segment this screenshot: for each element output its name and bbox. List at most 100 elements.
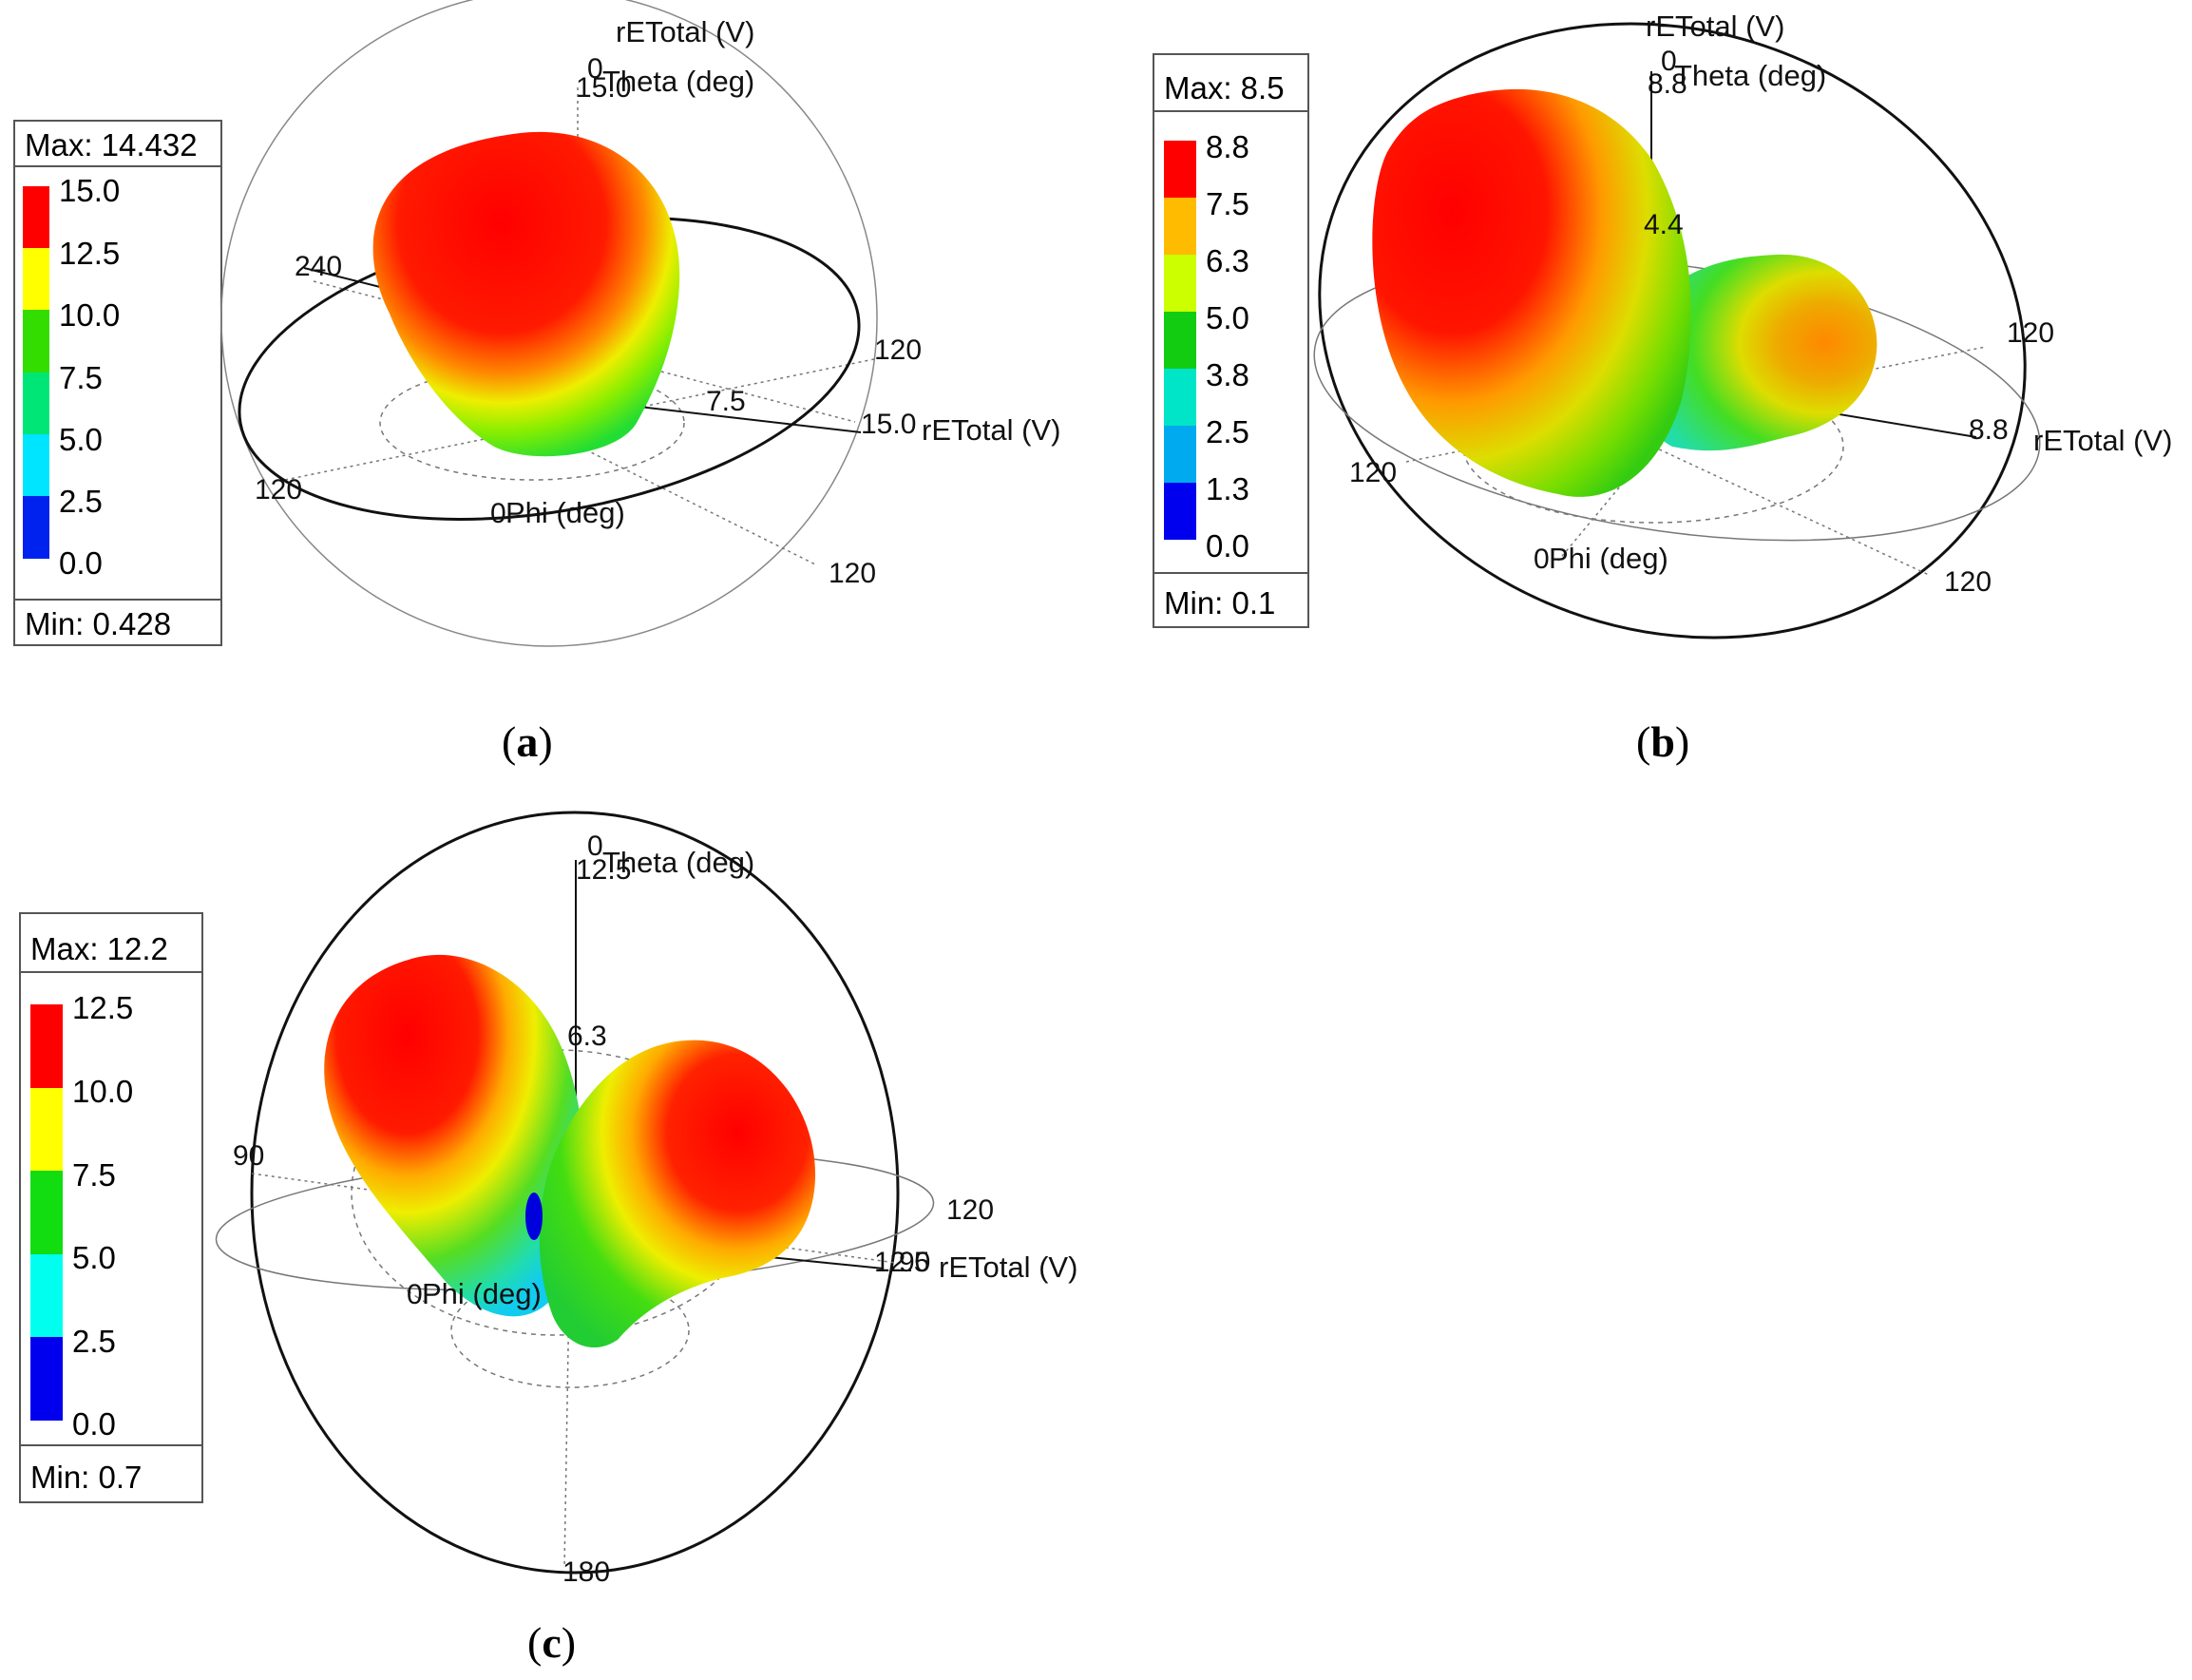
phi-zero-a: 0 (490, 498, 506, 529)
legend-c-max-box: Max: 12.2 (19, 912, 203, 973)
legend-c-tick-4: 2.5 (72, 1324, 116, 1359)
legend-b-tick-3: 5.0 (1206, 300, 1249, 335)
radial-title-a: rETotal (V) (922, 413, 1060, 447)
caption-c: (c) (527, 1621, 576, 1665)
radiation-lobe-b-left (1372, 88, 1691, 497)
radiation-lobe-a (372, 131, 680, 457)
tick-120-left-b: 120 (1349, 457, 1397, 488)
phi-zero-b: 0 (1534, 544, 1550, 575)
caption-b-open: ( (1636, 717, 1651, 766)
legend-a-swatch-2 (23, 310, 49, 372)
radiation-lobe-c-right (539, 1040, 816, 1348)
legend-a-scale-box: 15.0 12.5 10.0 7.5 5.0 2.5 0.0 (13, 165, 222, 601)
equator-ring-b (1313, 257, 2041, 542)
caption-b: (b) (1636, 720, 1689, 764)
legend-b: Max: 8.5 8.8 7.5 6.3 5.0 3.8 2.5 1.3 0.0… (1153, 53, 1309, 628)
tick-90-c: 90 (233, 1140, 264, 1172)
legend-c-swatch-4 (30, 1337, 63, 1421)
radiation-plot-a: rETotal (V) 0 15.0 Theta (deg) 240 120 7… (220, 0, 1060, 647)
legend-b-tick-0: 8.8 (1206, 129, 1249, 164)
legend-c-tick-5: 0.0 (72, 1406, 116, 1441)
legend-b-max: Max: 8.5 (1164, 70, 1285, 105)
radiation-plot-b: rETotal (V) 0 8.8 Theta (deg) 4.4 120 8.… (1313, 10, 2172, 640)
tick-180-c: 180 (562, 1556, 610, 1588)
radial-mid-a: 7.5 (706, 386, 746, 417)
phi-label-b: Phi (deg) (1549, 542, 1668, 575)
radial-overlap-c: 90 (899, 1247, 930, 1278)
sphere-outline-b (1318, 22, 2027, 640)
legend-b-swatch-2 (1164, 255, 1196, 312)
legend-a: Max: 14.432 15.0 12.5 10.0 7.5 5.0 2.5 0… (13, 120, 222, 646)
legend-a-tick-4: 5.0 (59, 422, 103, 457)
axis-line-b3 (1557, 446, 1654, 562)
tick-120-bottom-a: 120 (829, 558, 876, 589)
legend-c-tick-3: 5.0 (72, 1240, 116, 1275)
legend-c-tick-1: 10.0 (72, 1074, 134, 1109)
inner-value-b: 4.4 (1644, 209, 1684, 240)
radial-end-c: 12.5 (874, 1247, 929, 1278)
caption-c-open: ( (527, 1618, 543, 1667)
radial-end-a: 15.0 (861, 409, 916, 440)
top-title-a: rETotal (V) (616, 15, 754, 48)
phi-label-c: Phi (deg) (422, 1277, 542, 1310)
caption-a: (a) (502, 720, 553, 764)
phi-label-a: Phi (deg) (505, 496, 625, 529)
legend-a-tick-0: 15.0 (59, 173, 121, 208)
radiation-plot-c: 0 12.5 Theta (deg) 6.3 90 120 12.5 90 rE… (215, 811, 1077, 1588)
legend-b-tick-6: 1.3 (1206, 471, 1249, 506)
theta-zero-b: 0 (1661, 46, 1677, 77)
legend-a-min: Min: 0.428 (25, 606, 172, 641)
inner-ring-a (379, 365, 685, 481)
radial-axis-a-left (303, 267, 381, 288)
legend-a-swatch-0 (23, 186, 49, 248)
tick-120-bottom-b: 120 (1944, 566, 1992, 598)
legend-b-swatch-6 (1164, 483, 1196, 540)
legend-a-min-box: Min: 0.428 (13, 599, 222, 646)
caption-a-open: ( (502, 717, 517, 766)
inner-value-c: 6.3 (567, 1021, 607, 1052)
theta-zero-a: 0 (587, 53, 603, 85)
tick-120-right-a: 120 (874, 334, 922, 366)
tick-240-a: 240 (295, 251, 342, 282)
legend-a-max-box: Max: 14.432 (13, 120, 222, 167)
legend-a-max: Max: 14.432 (25, 127, 198, 162)
theta-label-c: Theta (deg) (602, 846, 754, 879)
legend-a-tick-3: 7.5 (59, 360, 103, 395)
legend-b-tick-5: 2.5 (1206, 414, 1249, 449)
legend-a-tick-6: 0.0 (59, 545, 103, 581)
legend-b-scale-box: 8.8 7.5 6.3 5.0 3.8 2.5 1.3 0.0 (1153, 110, 1309, 574)
tick-120-c: 120 (946, 1194, 994, 1226)
legend-a-tick-2: 10.0 (59, 297, 121, 333)
radial-end-b: 8.8 (1969, 414, 2009, 446)
top-title-b: rETotal (V) (1646, 10, 1784, 43)
legend-b-tick-2: 6.3 (1206, 243, 1249, 278)
caption-c-letter: c (542, 1618, 562, 1667)
axis-line-b2 (1652, 446, 1930, 576)
caption-b-letter: b (1650, 717, 1675, 766)
legend-b-swatch-1 (1164, 198, 1196, 255)
null-spot-c (525, 1193, 543, 1240)
radial-title-c: rETotal (V) (939, 1250, 1077, 1284)
legend-b-max-box: Max: 8.5 (1153, 53, 1309, 112)
radiation-lobe-b-right (1640, 254, 1877, 451)
legend-c-max: Max: 12.2 (30, 931, 168, 966)
legend-b-swatch-5 (1164, 426, 1196, 483)
legend-b-tick-1: 7.5 (1206, 186, 1249, 221)
legend-b-swatch-0 (1164, 141, 1196, 198)
legend-b-swatch-3 (1164, 312, 1196, 369)
legend-a-swatch-5 (23, 496, 49, 559)
caption-c-close: ) (561, 1618, 577, 1667)
legend-b-swatch-4 (1164, 369, 1196, 426)
legend-a-swatch-1 (23, 248, 49, 310)
top-value-c: 12.5 (576, 854, 631, 886)
legend-c-swatch-0 (30, 1004, 63, 1088)
legend-c-scale-box: 12.5 10.0 7.5 5.0 2.5 0.0 (19, 971, 203, 1446)
caption-a-close: ) (538, 717, 553, 766)
tick-120-right-b: 120 (2007, 317, 2054, 349)
top-value-a: 15.0 (576, 72, 631, 104)
legend-a-tick-5: 2.5 (59, 484, 103, 519)
theta-label-b: Theta (deg) (1674, 59, 1826, 92)
legend-c-swatch-3 (30, 1254, 63, 1337)
top-value-b: 8.8 (1648, 68, 1687, 100)
theta-zero-c: 0 (587, 830, 603, 862)
